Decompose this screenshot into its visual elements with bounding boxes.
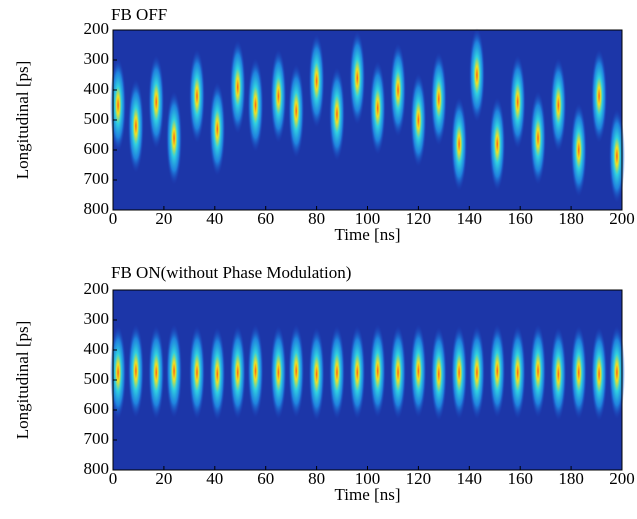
bunch bbox=[390, 43, 407, 137]
bunch bbox=[390, 325, 407, 420]
panel-title: FB OFF bbox=[111, 5, 167, 24]
bunch bbox=[247, 324, 264, 418]
bunch bbox=[209, 327, 226, 421]
x-tick-label: 20 bbox=[155, 209, 172, 228]
bunch bbox=[270, 325, 287, 420]
x-axis-title: Time [ns] bbox=[335, 225, 401, 244]
y-tick-label: 200 bbox=[84, 279, 110, 298]
y-tick-label: 400 bbox=[84, 79, 110, 98]
x-tick-label: 140 bbox=[457, 209, 483, 228]
plot-background bbox=[113, 30, 622, 210]
bunch bbox=[509, 325, 526, 420]
bunch bbox=[229, 325, 246, 420]
bunch bbox=[608, 325, 625, 420]
x-tick-label: 40 bbox=[206, 209, 223, 228]
x-tick-label: 200 bbox=[609, 209, 635, 228]
x-tick-label: 160 bbox=[507, 469, 533, 488]
bunch bbox=[369, 61, 386, 155]
bunch bbox=[188, 325, 205, 420]
bunch bbox=[591, 49, 608, 143]
x-tick-label: 160 bbox=[507, 209, 533, 228]
bunch bbox=[188, 49, 205, 143]
y-tick-label: 700 bbox=[84, 429, 110, 448]
bunch bbox=[570, 325, 587, 420]
bunch bbox=[148, 55, 165, 149]
bunch bbox=[166, 91, 183, 185]
y-tick-label: 300 bbox=[84, 49, 110, 68]
bunch bbox=[209, 82, 226, 176]
bunch bbox=[509, 55, 526, 149]
x-tick-label: 80 bbox=[308, 469, 325, 488]
y-tick-label: 200 bbox=[84, 19, 110, 38]
bunch bbox=[550, 327, 567, 421]
bunch bbox=[410, 73, 427, 167]
x-tick-label: 80 bbox=[308, 209, 325, 228]
bunch bbox=[468, 28, 485, 122]
x-tick-label: 60 bbox=[257, 469, 274, 488]
bunch bbox=[229, 40, 246, 134]
bunch bbox=[288, 324, 305, 418]
bunch bbox=[127, 324, 144, 418]
bunch bbox=[489, 97, 506, 191]
bunch bbox=[369, 324, 386, 418]
x-tick-label: 100 bbox=[355, 469, 381, 488]
x-tick-label: 180 bbox=[558, 469, 584, 488]
bunch bbox=[308, 34, 325, 128]
bunch bbox=[127, 79, 144, 173]
x-tick-label: 120 bbox=[406, 469, 432, 488]
x-tick-label: 20 bbox=[155, 469, 172, 488]
bunch bbox=[349, 31, 366, 125]
y-axis-title: Longitudinal [ps] bbox=[13, 321, 32, 440]
y-tick-label: 800 bbox=[84, 199, 110, 218]
y-tick-label: 400 bbox=[84, 339, 110, 358]
x-tick-label: 60 bbox=[257, 209, 274, 228]
x-tick-label: 120 bbox=[406, 209, 432, 228]
bunch bbox=[570, 103, 587, 197]
bunch bbox=[110, 58, 127, 152]
x-tick-label: 0 bbox=[109, 469, 118, 488]
bunch bbox=[451, 97, 468, 191]
bunch bbox=[328, 67, 345, 161]
bunch bbox=[591, 327, 608, 421]
y-tick-label: 800 bbox=[84, 459, 110, 478]
bunch bbox=[166, 324, 183, 418]
x-tick-label: 180 bbox=[558, 209, 584, 228]
bunch bbox=[349, 325, 366, 420]
bunch bbox=[530, 91, 547, 185]
bunch bbox=[430, 327, 447, 421]
bunch bbox=[489, 324, 506, 418]
x-tick-label: 140 bbox=[457, 469, 483, 488]
x-tick-label: 40 bbox=[206, 469, 223, 488]
x-tick-label: 100 bbox=[355, 209, 381, 228]
bunch bbox=[468, 325, 485, 420]
y-axis-title: Longitudinal [ps] bbox=[13, 61, 32, 180]
bunch bbox=[608, 109, 625, 203]
bunch bbox=[550, 58, 567, 152]
bunch bbox=[288, 64, 305, 158]
bunch bbox=[247, 58, 264, 152]
bunch bbox=[148, 325, 165, 420]
bunch bbox=[328, 325, 345, 420]
y-tick-label: 700 bbox=[84, 169, 110, 188]
y-tick-label: 300 bbox=[84, 309, 110, 328]
y-tick-label: 600 bbox=[84, 139, 110, 158]
bunch bbox=[308, 327, 325, 421]
bunch bbox=[430, 52, 447, 146]
y-tick-label: 500 bbox=[84, 369, 110, 388]
bunch bbox=[270, 49, 287, 143]
x-tick-label: 0 bbox=[109, 209, 118, 228]
bunch bbox=[451, 325, 468, 420]
y-tick-label: 500 bbox=[84, 109, 110, 128]
x-axis-title: Time [ns] bbox=[335, 485, 401, 504]
panel-title: FB ON(without Phase Modulation) bbox=[111, 263, 351, 282]
bunch bbox=[530, 324, 547, 418]
bunch bbox=[110, 325, 127, 420]
x-tick-label: 200 bbox=[609, 469, 635, 488]
y-tick-label: 600 bbox=[84, 399, 110, 418]
bunch bbox=[410, 324, 427, 418]
